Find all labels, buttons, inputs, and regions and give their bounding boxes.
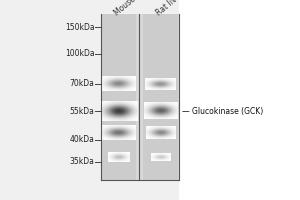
Text: 100kDa: 100kDa [65,49,94,58]
Text: 70kDa: 70kDa [70,79,94,88]
Text: 55kDa: 55kDa [70,107,94,116]
Bar [100,14,178,180]
Text: Rat liver: Rat liver [155,0,185,18]
Text: — Glucokinase (GCK): — Glucokinase (GCK) [182,107,263,116]
Bar [143,14,178,180]
Text: 35kDa: 35kDa [70,158,94,166]
Bar [101,14,136,180]
Bar [178,0,300,200]
Text: 40kDa: 40kDa [70,136,94,144]
Text: 150kDa: 150kDa [65,22,94,31]
Text: Mouse liver: Mouse liver [113,0,152,18]
